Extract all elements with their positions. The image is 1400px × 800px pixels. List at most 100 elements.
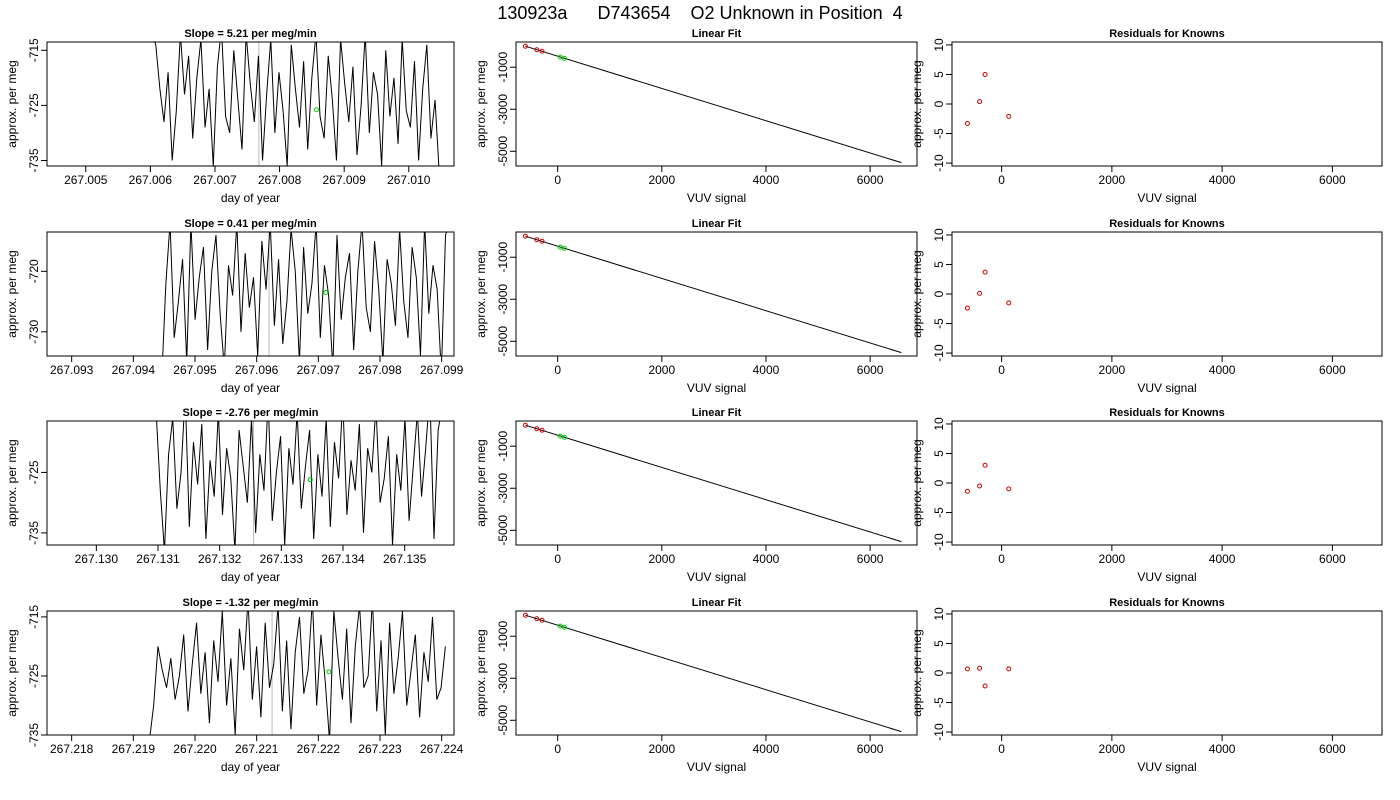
plot-frame bbox=[951, 610, 1383, 736]
x-tick-label: 0 bbox=[554, 363, 561, 377]
x-tick-label: 267.094 bbox=[112, 363, 156, 377]
plot-area bbox=[154, 42, 440, 166]
fit-line bbox=[525, 614, 902, 733]
y-axis-label: approx. per meg bbox=[5, 60, 19, 147]
x-tick-label: 267.220 bbox=[173, 742, 217, 756]
residual-point bbox=[1006, 486, 1012, 492]
series-line bbox=[154, 42, 440, 166]
panel-title: Slope = -1.32 per meg/min bbox=[182, 597, 318, 609]
x-tick-label: 6000 bbox=[1319, 742, 1346, 756]
known-point bbox=[522, 233, 528, 239]
y-tick-label: 10 bbox=[932, 228, 946, 242]
panels: Slope = 5.21 per meg/min day of year appro… bbox=[5, 28, 1383, 774]
unknown-mean-point bbox=[307, 477, 313, 483]
x-tick-label: 2000 bbox=[648, 363, 675, 377]
x-tick-label: 267.010 bbox=[387, 173, 431, 187]
plot-area bbox=[522, 612, 902, 733]
x-tick-label: 6000 bbox=[857, 552, 884, 566]
panel-title: Residuals for Knowns bbox=[1109, 218, 1225, 230]
x-tick-label: 4000 bbox=[753, 173, 780, 187]
residual-point bbox=[982, 462, 988, 468]
y-tick-label: -5 bbox=[932, 507, 946, 518]
y-tick-label: -5 bbox=[932, 697, 946, 708]
y-tick-label: -5000 bbox=[496, 326, 510, 357]
fit-line bbox=[525, 45, 902, 164]
y-tick-label: -5000 bbox=[496, 136, 510, 167]
y-tick-label: -10 bbox=[932, 344, 946, 362]
x-tick-label: 267.009 bbox=[322, 173, 366, 187]
x-tick-label: 4000 bbox=[753, 742, 780, 756]
panel-title: Linear Fit bbox=[692, 28, 742, 40]
known-point bbox=[534, 616, 540, 622]
panel-timeseries-row1: Slope = 5.21 per meg/min day of year appro… bbox=[5, 28, 455, 205]
panel-timeseries-row2: Slope = 0.41 per meg/min day of year appro… bbox=[5, 218, 464, 395]
y-tick-label: -1000 bbox=[496, 242, 510, 273]
x-tick-label: 6000 bbox=[1319, 363, 1346, 377]
residual-point bbox=[977, 665, 983, 671]
x-tick-label: 0 bbox=[998, 363, 1005, 377]
panel-residuals-row3: Residuals for Knowns VUV signal approx. pe… bbox=[910, 407, 1383, 584]
panel-linear_fit-row2: Linear Fit VUV signal approx. per meg 0 2000… bbox=[474, 218, 918, 395]
plot-area bbox=[522, 43, 902, 164]
x-tick-label: 267.006 bbox=[129, 173, 173, 187]
plot-area bbox=[162, 232, 448, 356]
plot-frame bbox=[951, 41, 1383, 167]
x-tick-label: 267.132 bbox=[198, 552, 242, 566]
x-tick-label: 2000 bbox=[1099, 552, 1126, 566]
y-axis-label: approx. per meg bbox=[910, 439, 924, 526]
y-tick-label: 0 bbox=[932, 100, 946, 107]
residual-point bbox=[1006, 666, 1012, 672]
known-point bbox=[539, 617, 545, 623]
unknown-point bbox=[561, 55, 567, 61]
y-tick-label: -715 bbox=[27, 605, 41, 629]
panel-title: Linear Fit bbox=[692, 407, 742, 419]
x-tick-label: 267.007 bbox=[193, 173, 237, 187]
unknown-mean-point bbox=[323, 289, 329, 295]
residual-point bbox=[964, 120, 970, 126]
y-axis-label: approx. per meg bbox=[5, 250, 19, 337]
y-tick-label: -3000 bbox=[496, 663, 510, 694]
x-tick-label: 267.130 bbox=[75, 552, 119, 566]
unknown-point bbox=[557, 623, 563, 629]
plot-area bbox=[964, 71, 1012, 126]
residual-point bbox=[977, 290, 983, 296]
known-point bbox=[539, 238, 545, 244]
panel-timeseries-row3: Slope = -2.76 per meg/min day of year appr… bbox=[5, 407, 455, 584]
x-axis-label: day of year bbox=[221, 760, 280, 774]
fit-line bbox=[525, 424, 902, 543]
y-tick-label: -725 bbox=[27, 460, 41, 484]
x-tick-label: 267.218 bbox=[50, 742, 94, 756]
x-axis-label: day of year bbox=[221, 570, 280, 584]
plot-area bbox=[964, 462, 1012, 494]
plot-frame bbox=[951, 420, 1383, 546]
x-tick-label: 0 bbox=[998, 552, 1005, 566]
y-tick-label: -5 bbox=[932, 318, 946, 329]
x-tick-label: 0 bbox=[998, 173, 1005, 187]
y-tick-label: -730 bbox=[27, 319, 41, 343]
y-tick-label: 10 bbox=[932, 607, 946, 621]
panel-title: Residuals for Knowns bbox=[1109, 597, 1225, 609]
x-tick-label: 4000 bbox=[1209, 742, 1236, 756]
panel-residuals-row1: Residuals for Knowns VUV signal approx. pe… bbox=[910, 28, 1383, 205]
x-tick-label: 4000 bbox=[1209, 552, 1236, 566]
y-tick-label: -10 bbox=[932, 723, 946, 741]
unknown-mean-point bbox=[313, 107, 319, 113]
y-tick-label: 5 bbox=[932, 71, 946, 78]
y-tick-label: -735 bbox=[27, 723, 41, 747]
x-axis-label: day of year bbox=[221, 381, 280, 395]
y-tick-label: 10 bbox=[932, 38, 946, 52]
x-tick-label: 267.099 bbox=[420, 363, 464, 377]
x-tick-label: 2000 bbox=[1099, 363, 1126, 377]
panel-linear_fit-row3: Linear Fit VUV signal approx. per meg 0 2000… bbox=[474, 407, 918, 584]
unknown-point bbox=[557, 433, 563, 439]
y-tick-label: -725 bbox=[27, 93, 41, 117]
y-tick-label: -5000 bbox=[496, 515, 510, 546]
x-tick-label: 4000 bbox=[753, 363, 780, 377]
panel-residuals-row2: Residuals for Knowns VUV signal approx. pe… bbox=[910, 218, 1383, 395]
y-tick-label: -10 bbox=[932, 154, 946, 172]
residual-point bbox=[982, 269, 988, 275]
known-point bbox=[534, 426, 540, 432]
panel-linear_fit-row1: Linear Fit VUV signal approx. per meg 0 2000… bbox=[474, 28, 918, 205]
x-tick-label: 267.096 bbox=[235, 363, 279, 377]
